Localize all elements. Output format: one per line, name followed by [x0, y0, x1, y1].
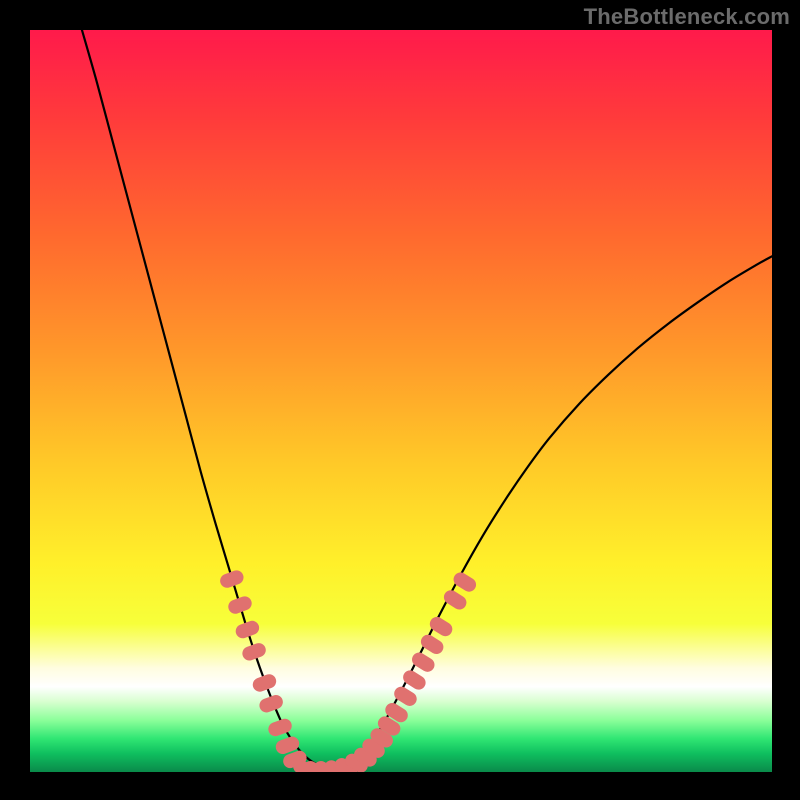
chart-svg — [30, 30, 772, 772]
chart-outer: TheBottleneck.com — [0, 0, 800, 800]
watermark-text: TheBottleneck.com — [584, 4, 790, 30]
plot-area — [30, 30, 772, 772]
gradient-background — [30, 30, 772, 772]
